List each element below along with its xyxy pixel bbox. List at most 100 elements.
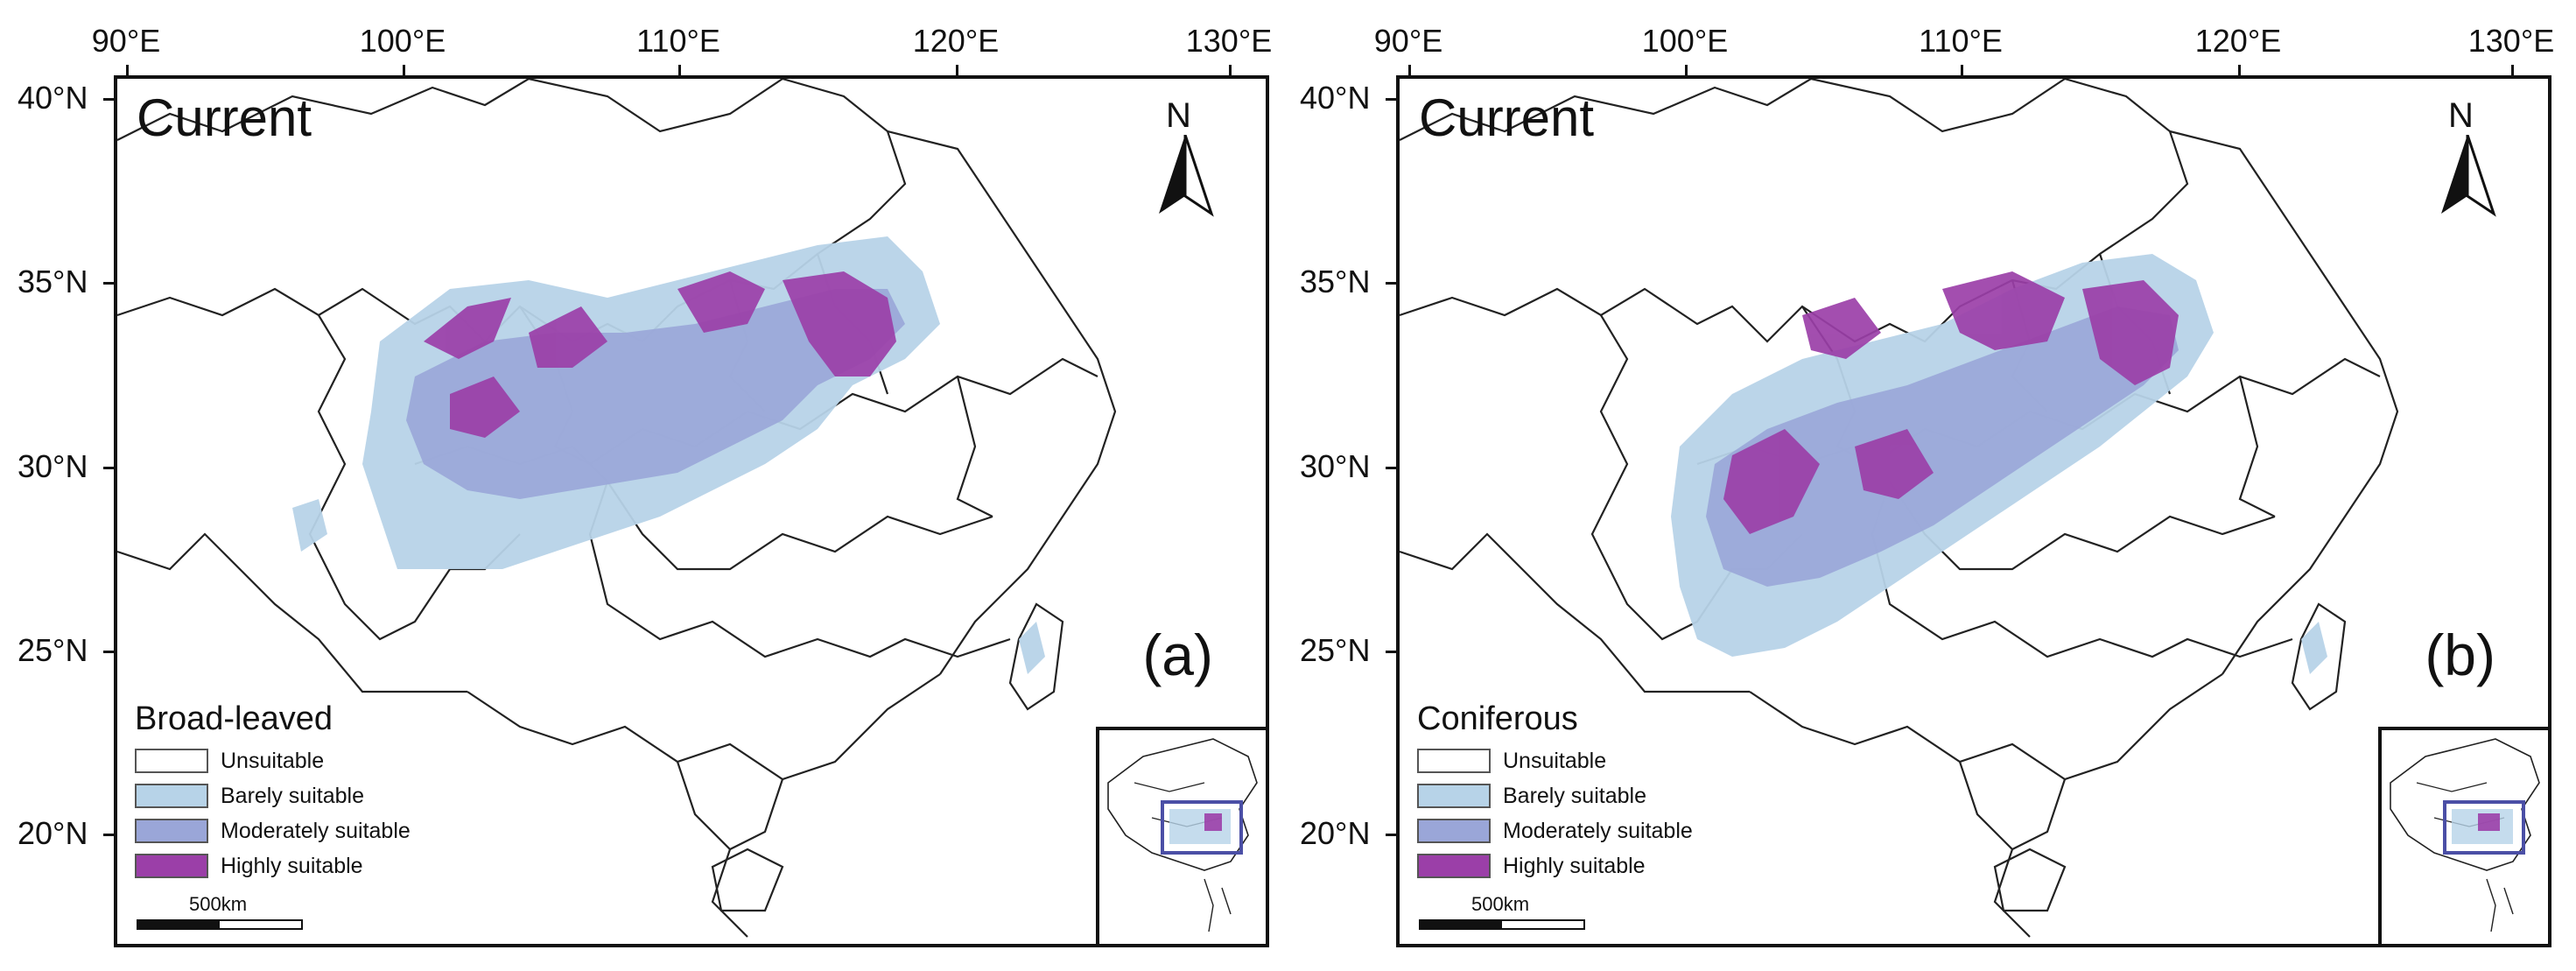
legend-swatch (135, 819, 208, 843)
inset-extent-box (1161, 800, 1243, 855)
legend-swatch (1417, 784, 1491, 808)
lon-tick-100: 100°E (1641, 23, 1729, 59)
north-label: N (2448, 96, 2474, 135)
inset-map (2378, 727, 2548, 944)
panel-title: Current (1419, 88, 1595, 147)
legend-label: Highly suitable (221, 853, 363, 878)
lon-tick-120: 120°E (912, 23, 1000, 59)
legend-item-highly: Highly suitable (135, 848, 411, 883)
suitability-highly (1723, 271, 2179, 534)
province-outline (117, 532, 467, 693)
province-outline (467, 673, 941, 781)
island-outline (1993, 848, 2067, 912)
lat-tickmark (1386, 282, 1398, 285)
province-outline (1958, 761, 2067, 938)
island-outline (2291, 602, 2347, 711)
lon-tickmark (126, 65, 129, 77)
north-arrow-icon (2441, 135, 2496, 217)
lon-tick-90: 90°E (1373, 23, 1443, 59)
lat-tick-40: 40°N (1300, 80, 1371, 116)
legend-title: Coniferous (1417, 700, 1578, 737)
map-canvas (1400, 79, 2399, 938)
panel-title: Current (137, 88, 312, 147)
inset-map (1096, 727, 1266, 944)
legend-swatch (135, 854, 208, 878)
lat-tick-30: 30°N (18, 448, 88, 484)
legend-label: Unsuitable (1503, 748, 1607, 773)
province-outline (1749, 673, 2223, 781)
scale-bar-graphic (1419, 919, 1585, 930)
lat-tick-40: 40°N (18, 80, 88, 116)
legend-item-moderately: Moderately suitable (135, 813, 411, 848)
lon-tickmark (1408, 65, 1411, 77)
legend-item-unsuitable: Unsuitable (135, 743, 411, 778)
island-outline (1008, 602, 1064, 711)
lat-tick-25: 25°N (18, 632, 88, 668)
legend: Coniferous Unsuitable Barely suitable Mo… (1417, 700, 1693, 883)
legend-swatch (1417, 854, 1491, 878)
lat-tick-35: 35°N (1300, 264, 1371, 299)
map-canvas (117, 79, 1117, 938)
legend-swatch (135, 784, 208, 808)
province-outline (588, 481, 1011, 658)
lat-tickmark (103, 834, 116, 836)
lon-tickmark (2511, 65, 2514, 77)
lon-tick-120: 120°E (2194, 23, 2282, 59)
scale-label: 500km (189, 893, 248, 915)
legend: Broad-leaved Unsuitable Barely suitable … (135, 700, 411, 883)
island-outline (711, 848, 784, 912)
north-arrow: N (2432, 96, 2502, 219)
lat-tick-35: 35°N (18, 264, 88, 299)
map-panel-b: 90°E 100°E 110°E 120°E 130°E 40°N 35°N 3… (1282, 0, 2560, 971)
lon-tickmark (403, 65, 405, 77)
panel-label: (b) (2425, 623, 2495, 687)
legend-item-unsuitable: Unsuitable (1417, 743, 1693, 778)
legend-item-moderately: Moderately suitable (1417, 813, 1693, 848)
legend-item-barely: Barely suitable (135, 778, 411, 813)
lon-tickmark (956, 65, 958, 77)
lon-tick-130: 130°E (1185, 23, 1273, 59)
lon-tick-110: 110°E (636, 23, 720, 59)
suitability-moderately (1706, 306, 2179, 587)
legend-item-barely: Barely suitable (1417, 778, 1693, 813)
lat-tick-25: 25°N (1300, 632, 1371, 668)
lon-tickmark (678, 65, 681, 77)
map-panel-a: 90°E 100°E 110°E 120°E 130°E 40°N 35°N 3… (0, 0, 1278, 971)
legend-label: Barely suitable (1503, 783, 1646, 808)
inset-extent-box (2443, 800, 2525, 855)
province-outline (1400, 532, 1750, 693)
map-frame: Current N (b) Coniferous Unsuitable Bare… (1396, 75, 2551, 947)
lon-tick-130: 130°E (2467, 23, 2555, 59)
inset-map-canvas (2390, 738, 2540, 932)
panel-label: (a) (1142, 623, 1213, 687)
lat-tickmark (103, 98, 116, 101)
lat-tick-20: 20°N (1300, 815, 1371, 851)
north-arrow-icon (1159, 135, 1214, 217)
map-frame: Current N (a) Broad-leaved Unsuitable Ba… (114, 75, 1269, 947)
lat-tickmark (103, 467, 116, 469)
inset-map-canvas (1107, 738, 1258, 932)
lon-tick-90: 90°E (91, 23, 161, 59)
lat-tick-20: 20°N (18, 815, 88, 851)
lat-tick-30: 30°N (1300, 448, 1371, 484)
legend-label: Moderately suitable (221, 818, 411, 843)
legend-item-highly: Highly suitable (1417, 848, 1693, 883)
scale-bar: 500km (137, 893, 303, 930)
lon-tickmark (1961, 65, 1963, 77)
legend-swatch (1417, 749, 1491, 773)
legend-label: Barely suitable (221, 783, 364, 808)
lat-tickmark (1386, 467, 1398, 469)
north-arrow: N (1150, 96, 1220, 219)
legend-swatch (1417, 819, 1491, 843)
province-outline (676, 761, 784, 938)
legend-title: Broad-leaved (135, 700, 333, 737)
legend-label: Unsuitable (221, 748, 325, 773)
scale-label: 500km (1471, 893, 1530, 915)
lat-tickmark (1386, 98, 1398, 101)
lon-tickmark (1685, 65, 1688, 77)
legend-label: Moderately suitable (1503, 818, 1693, 843)
lat-tickmark (1386, 834, 1398, 836)
lon-tickmark (2238, 65, 2241, 77)
suitability-highly (424, 271, 896, 438)
scale-bar-graphic (137, 919, 303, 930)
